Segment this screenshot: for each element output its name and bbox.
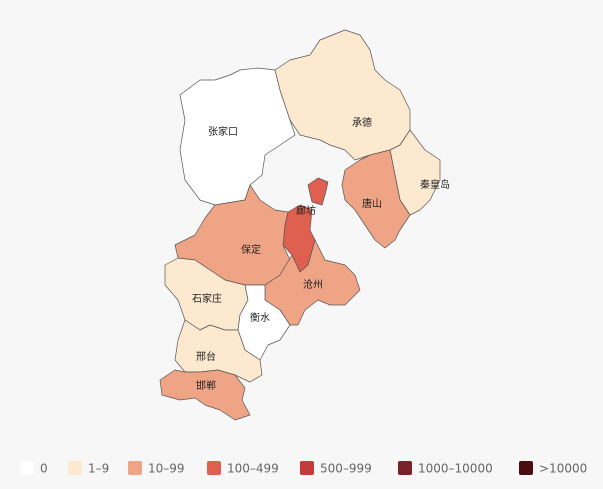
region[interactable] <box>341 149 411 249</box>
region[interactable] <box>237 284 291 361</box>
region-label: 邢台 <box>196 350 216 363</box>
legend-swatch[interactable] <box>128 461 142 475</box>
legend-swatch[interactable] <box>300 461 314 475</box>
region-label: 廊坊 <box>296 204 316 217</box>
region-label: 邯郸 <box>196 379 216 392</box>
legend-label[interactable]: >10000 <box>539 462 587 476</box>
legend-label[interactable]: 1000–10000 <box>418 462 493 476</box>
region-label: 保定 <box>241 243 261 256</box>
legend-swatch[interactable] <box>207 461 221 475</box>
region-label: 唐山 <box>362 197 382 210</box>
region[interactable] <box>307 177 329 206</box>
legend-swatch[interactable] <box>519 461 533 475</box>
legend-label[interactable]: 100–499 <box>227 462 279 476</box>
region-label: 沧州 <box>303 278 323 291</box>
region[interactable] <box>159 369 251 421</box>
legend-label[interactable]: 1–9 <box>88 462 109 476</box>
region-label: 秦皇岛 <box>420 178 450 191</box>
legend-label[interactable]: 10–99 <box>148 462 185 476</box>
region-label: 石家庄 <box>192 292 222 305</box>
legend-label[interactable]: 0 <box>40 462 48 476</box>
region-label: 承德 <box>352 116 372 129</box>
legend-label[interactable]: 500–999 <box>320 462 372 476</box>
legend-swatch[interactable] <box>398 461 412 475</box>
region-label: 张家口 <box>208 125 238 138</box>
legend-swatch[interactable] <box>20 461 34 475</box>
legend-swatch[interactable] <box>68 461 82 475</box>
region[interactable] <box>179 67 296 206</box>
region[interactable] <box>274 29 411 161</box>
legend: 0 1–9 10–99 100–499 500–999 1000–10000 >10000 <box>20 461 587 476</box>
region[interactable] <box>174 319 263 383</box>
region-label: 衡水 <box>250 312 270 324</box>
region-layer <box>159 29 441 421</box>
